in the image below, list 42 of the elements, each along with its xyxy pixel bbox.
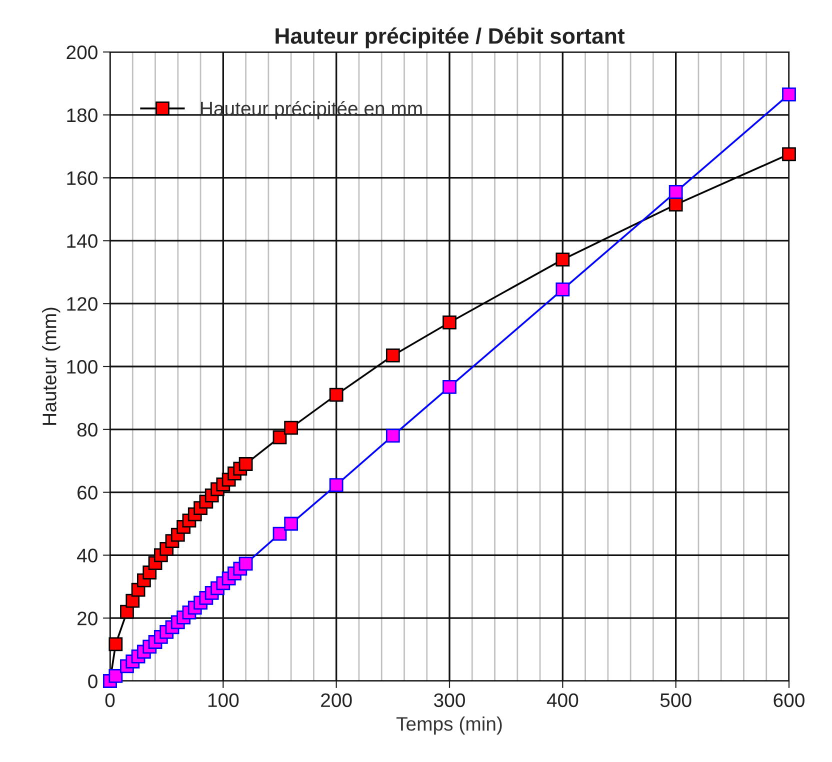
y-tick-label: 0: [88, 674, 98, 688]
y-tick-label: 120: [67, 297, 98, 311]
point: [272, 430, 287, 444]
point: [329, 388, 344, 402]
point: [272, 526, 287, 541]
y-tick-label: 20: [78, 612, 98, 626]
y-axis-title: Hauteur (mm): [42, 308, 60, 425]
x-tick-label: 300: [434, 693, 465, 708]
x-tick-label: 100: [208, 693, 239, 708]
point: [556, 252, 570, 267]
y-tick-label: 180: [67, 108, 98, 122]
y-tick-label: 100: [67, 360, 98, 374]
x-tick-label: 600: [774, 693, 804, 708]
y-tick-label: 80: [77, 422, 98, 437]
point: [284, 420, 298, 435]
point: [329, 478, 344, 492]
point: [120, 604, 134, 619]
point: [238, 457, 253, 471]
x-axis-title: Temps (min): [396, 716, 502, 735]
x-tick-label: 200: [321, 693, 352, 708]
point: [238, 556, 253, 571]
point: [442, 316, 456, 330]
point: [668, 198, 683, 212]
y-tick-label: 160: [67, 171, 98, 186]
point: [108, 637, 123, 652]
x-tick-label: 400: [546, 693, 578, 708]
point: [782, 147, 796, 162]
point: [782, 88, 796, 102]
y-tick-label: 60: [78, 486, 98, 500]
y-tick-label: 40: [77, 548, 98, 562]
y-tick-label: 140: [67, 234, 98, 248]
point: [442, 380, 456, 394]
point: [386, 348, 400, 362]
point: [556, 282, 570, 296]
point: [668, 185, 683, 199]
point: [284, 516, 298, 531]
x-tick-label: 500: [660, 693, 692, 708]
y-tick-label: 200: [66, 45, 98, 60]
point: [386, 428, 400, 443]
point: [108, 669, 123, 683]
chart-title: Hauteur précipitée / Débit sortant: [276, 27, 625, 48]
x-tick-label: 0: [105, 693, 115, 708]
